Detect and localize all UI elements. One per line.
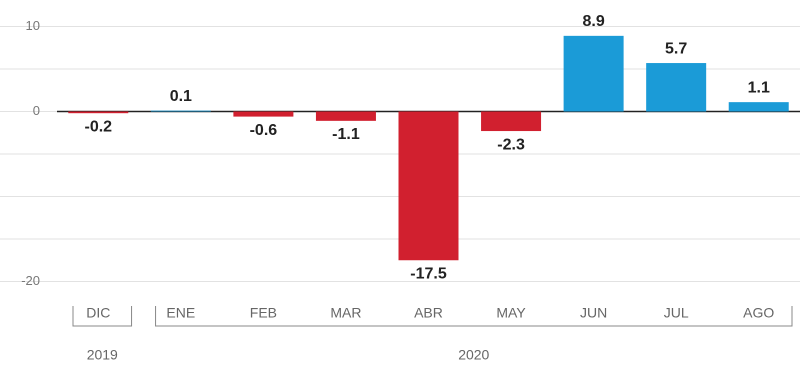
y-tick-label: 0 (33, 103, 40, 118)
bar (728, 102, 789, 112)
value-label: -0.6 (250, 122, 278, 139)
bar (68, 111, 129, 114)
bar (646, 63, 707, 112)
x-tick-label: DIC (86, 305, 110, 321)
value-label: 5.7 (665, 40, 687, 57)
bar (233, 111, 294, 117)
x-tick-label: ENE (166, 305, 195, 321)
y-tick-label: 10 (26, 18, 40, 33)
value-label: -17.5 (410, 265, 447, 282)
value-label: 1.1 (748, 79, 770, 96)
group-bracket (72, 306, 133, 327)
group-label: 2020 (458, 347, 489, 363)
x-tick-label: FEB (250, 305, 277, 321)
bar (481, 111, 542, 132)
x-tick-label: JUL (664, 305, 689, 321)
x-tick-label: JUN (580, 305, 607, 321)
bar (315, 111, 376, 121)
value-label: -2.3 (497, 136, 525, 153)
value-label: 8.9 (582, 13, 604, 30)
x-tick-label: AGO (743, 305, 774, 321)
value-label: -1.1 (332, 126, 360, 143)
bar (150, 110, 211, 112)
group-label: 2019 (87, 347, 118, 363)
bar (563, 35, 624, 112)
y-tick-label: -20 (21, 273, 40, 288)
value-label: -0.2 (84, 118, 112, 135)
bar (398, 111, 459, 261)
x-tick-label: ABR (414, 305, 443, 321)
x-tick-label: MAY (496, 305, 526, 321)
x-tick-label: MAR (330, 305, 361, 321)
group-bracket (155, 306, 793, 327)
value-label: 0.1 (170, 88, 192, 105)
